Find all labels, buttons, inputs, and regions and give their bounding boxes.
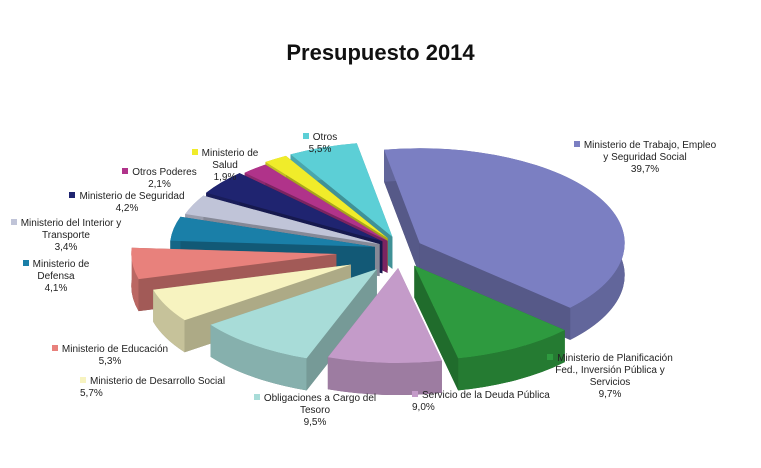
legend-swatch	[573, 141, 580, 147]
data-label: Otros 5,5%	[290, 132, 350, 156]
slice-side	[327, 357, 442, 395]
slice-top	[210, 269, 377, 359]
label-value: 2,1%	[148, 179, 171, 190]
slice-top	[327, 267, 442, 363]
data-label: Servicio de la Deuda Pública 9,0%	[412, 390, 562, 414]
data-label: Ministerio de Planificación Fed., Invers…	[540, 353, 680, 401]
legend-swatch	[122, 168, 129, 174]
legend-swatch	[51, 345, 58, 351]
slice-top	[265, 155, 388, 239]
slice-side	[384, 149, 420, 276]
label-name: Ministerio de Seguridad	[79, 191, 185, 202]
label-name: Ministerio de Desarrollo Social	[90, 376, 226, 387]
slice	[210, 269, 377, 391]
legend-swatch	[10, 219, 17, 225]
data-label: Otros Poderes 2,1%	[112, 167, 207, 191]
slice-side	[419, 243, 571, 340]
slice-top	[131, 247, 337, 280]
slice-top	[290, 143, 393, 237]
label-value: 4,1%	[44, 283, 68, 294]
legend-swatch	[80, 377, 86, 383]
label-value: 5,5%	[308, 144, 332, 155]
slice-top	[170, 216, 375, 247]
slice-side	[210, 324, 307, 391]
slice-top	[153, 264, 351, 321]
slice-side	[131, 247, 139, 312]
slice-top	[244, 164, 388, 241]
slice-top	[206, 173, 383, 242]
label-value: 3,4%	[54, 242, 78, 253]
data-label: Ministerio de Defensa 4,1%	[6, 259, 106, 295]
data-label: Ministerio de Trabajo, Empleo y Segurida…	[570, 140, 720, 176]
legend-swatch	[412, 391, 418, 397]
slice	[327, 267, 442, 395]
data-label: Ministerio de Salud 1,9%	[180, 148, 270, 184]
label-name: Ministerio de Salud	[201, 148, 259, 171]
label-name: Otros	[312, 132, 338, 143]
legend-swatch	[547, 354, 554, 360]
slice-side	[458, 330, 565, 391]
label-name: Otros Poderes	[132, 167, 197, 178]
legend-swatch	[69, 192, 76, 198]
slice-top	[384, 148, 625, 308]
label-value: 39,7%	[630, 164, 660, 175]
legend-swatch	[302, 133, 309, 139]
slice-side	[153, 289, 185, 353]
label-name: Ministerio de Educación	[61, 344, 169, 355]
slice-side	[414, 265, 459, 391]
label-value: 5,7%	[80, 388, 103, 399]
label-name: Ministerio de Planificación Fed., Invers…	[555, 353, 673, 388]
label-name: Obligaciones a Cargo del Tesoro	[263, 393, 377, 416]
label-name: Ministerio de Defensa	[32, 259, 90, 282]
data-label: Ministerio de Seguridad 4,2%	[62, 191, 192, 215]
data-label: Ministerio de Educación 5,3%	[50, 344, 170, 368]
data-label: Ministerio del Interior y Transporte 3,4%	[6, 218, 126, 254]
label-value: 9,0%	[412, 402, 435, 413]
label-name: Servicio de la Deuda Pública	[422, 390, 550, 401]
slice-top	[414, 265, 565, 359]
label-value: 4,2%	[115, 203, 139, 214]
label-value: 5,3%	[98, 356, 122, 367]
label-value: 9,7%	[598, 389, 622, 400]
legend-swatch	[253, 394, 260, 400]
label-value: 9,5%	[303, 417, 327, 428]
data-label: Ministerio de Desarrollo Social 5,7%	[80, 376, 240, 400]
chart-title: Presupuesto 2014	[286, 40, 475, 65]
label-value: 1,9%	[213, 172, 237, 183]
slice	[384, 148, 625, 340]
data-label: Obligaciones a Cargo del Tesoro 9,5%	[245, 393, 385, 429]
slice-top	[185, 195, 380, 245]
label-name: Ministerio de Trabajo, Empleo y Segurida…	[583, 140, 717, 163]
slice	[414, 265, 565, 391]
label-name: Ministerio del Interior y Transporte	[20, 218, 122, 241]
legend-swatch	[191, 149, 198, 155]
legend-swatch	[22, 260, 29, 266]
